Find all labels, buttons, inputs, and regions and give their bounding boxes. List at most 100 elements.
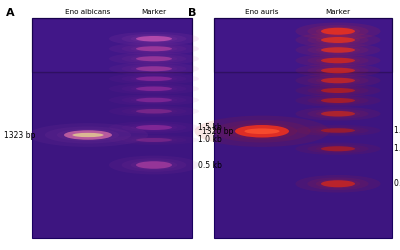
Ellipse shape	[122, 34, 186, 44]
Ellipse shape	[316, 179, 360, 188]
Ellipse shape	[136, 76, 172, 81]
Text: B: B	[188, 8, 196, 18]
Ellipse shape	[307, 66, 369, 76]
Ellipse shape	[307, 25, 369, 38]
Ellipse shape	[109, 73, 199, 85]
Ellipse shape	[321, 98, 355, 103]
Ellipse shape	[316, 46, 360, 54]
Ellipse shape	[130, 124, 178, 131]
Text: 1.0 kb: 1.0 kb	[394, 144, 400, 153]
Ellipse shape	[72, 133, 104, 137]
Ellipse shape	[28, 123, 148, 147]
Ellipse shape	[296, 125, 380, 136]
Ellipse shape	[130, 86, 178, 92]
Ellipse shape	[122, 44, 186, 53]
Ellipse shape	[136, 46, 172, 51]
Ellipse shape	[296, 94, 380, 107]
Ellipse shape	[122, 64, 186, 73]
FancyBboxPatch shape	[32, 18, 192, 72]
Ellipse shape	[122, 136, 186, 143]
Text: Eno albicans: Eno albicans	[65, 9, 111, 15]
Ellipse shape	[136, 161, 172, 169]
Ellipse shape	[136, 125, 172, 130]
Ellipse shape	[109, 32, 199, 46]
Ellipse shape	[316, 87, 360, 94]
Ellipse shape	[316, 110, 360, 117]
Text: 1.5 kb: 1.5 kb	[198, 123, 222, 132]
Text: Eno auris: Eno auris	[245, 9, 279, 15]
Ellipse shape	[130, 46, 178, 52]
Ellipse shape	[109, 62, 199, 75]
Ellipse shape	[321, 128, 355, 133]
Ellipse shape	[122, 75, 186, 83]
Ellipse shape	[136, 138, 172, 142]
Ellipse shape	[321, 47, 355, 53]
Ellipse shape	[316, 57, 360, 64]
Text: Marker: Marker	[326, 9, 350, 15]
Ellipse shape	[316, 77, 360, 84]
Text: 0.5 kb: 0.5 kb	[198, 160, 222, 170]
FancyBboxPatch shape	[214, 18, 392, 237]
Ellipse shape	[316, 36, 360, 44]
Ellipse shape	[122, 85, 186, 93]
FancyBboxPatch shape	[214, 18, 392, 72]
Ellipse shape	[130, 97, 178, 103]
Ellipse shape	[194, 116, 330, 147]
Ellipse shape	[244, 128, 280, 134]
Ellipse shape	[316, 27, 360, 36]
Ellipse shape	[130, 35, 178, 42]
Ellipse shape	[109, 106, 199, 117]
Ellipse shape	[109, 83, 199, 94]
Ellipse shape	[296, 142, 380, 155]
Ellipse shape	[109, 135, 199, 145]
Ellipse shape	[122, 123, 186, 132]
Ellipse shape	[321, 58, 355, 63]
Ellipse shape	[296, 175, 380, 192]
Ellipse shape	[136, 56, 172, 61]
Ellipse shape	[227, 123, 297, 140]
Ellipse shape	[136, 66, 172, 71]
Ellipse shape	[321, 111, 355, 116]
Text: Marker: Marker	[142, 9, 166, 15]
Ellipse shape	[122, 158, 186, 172]
Ellipse shape	[316, 97, 360, 104]
Ellipse shape	[214, 120, 311, 142]
Ellipse shape	[130, 160, 178, 170]
Text: 1320 bp: 1320 bp	[202, 127, 233, 136]
Ellipse shape	[130, 56, 178, 62]
Text: 1.5 kb: 1.5 kb	[394, 126, 400, 135]
Ellipse shape	[136, 86, 172, 91]
Ellipse shape	[136, 98, 172, 102]
Ellipse shape	[136, 109, 172, 114]
Ellipse shape	[307, 178, 369, 190]
Ellipse shape	[307, 144, 369, 153]
Ellipse shape	[321, 37, 355, 43]
Ellipse shape	[307, 34, 369, 46]
Ellipse shape	[109, 52, 199, 65]
Ellipse shape	[307, 56, 369, 66]
Ellipse shape	[296, 74, 380, 88]
Ellipse shape	[45, 126, 131, 144]
Ellipse shape	[296, 107, 380, 121]
Ellipse shape	[130, 108, 178, 114]
Ellipse shape	[136, 36, 172, 42]
Ellipse shape	[109, 156, 199, 174]
Text: A: A	[6, 8, 15, 18]
Ellipse shape	[122, 107, 186, 115]
Ellipse shape	[122, 96, 186, 104]
Text: 0.5 kb: 0.5 kb	[394, 179, 400, 188]
Ellipse shape	[235, 125, 289, 138]
Ellipse shape	[316, 128, 360, 134]
Text: 1.0 kb: 1.0 kb	[198, 136, 222, 144]
Ellipse shape	[296, 32, 380, 48]
Ellipse shape	[321, 88, 355, 93]
Ellipse shape	[321, 146, 355, 151]
Ellipse shape	[296, 22, 380, 40]
Ellipse shape	[296, 43, 380, 57]
Ellipse shape	[316, 146, 360, 152]
Ellipse shape	[64, 130, 112, 140]
Ellipse shape	[109, 121, 199, 134]
Ellipse shape	[307, 126, 369, 134]
Ellipse shape	[321, 78, 355, 83]
Ellipse shape	[109, 94, 199, 106]
